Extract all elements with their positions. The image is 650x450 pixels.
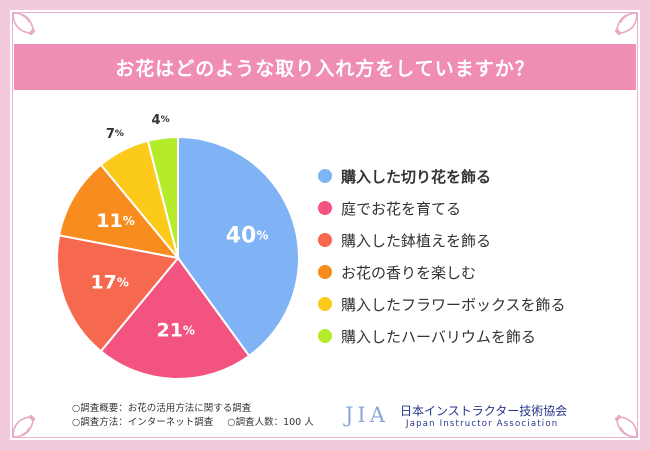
jia-logo-mark: JIA [345, 403, 389, 427]
title-band: お花はどのような取り入れ方をしていますか？ [14, 44, 636, 90]
slice-value-label: 4% [152, 113, 170, 128]
legend-item: 購入したフラワーボックスを飾る [318, 288, 566, 320]
legend-label: 購入したハーバリウムを飾る [341, 327, 536, 346]
legend-label: 庭でお花を育てる [341, 199, 462, 218]
legend-item: 購入したハーバリウムを飾る [318, 320, 566, 352]
legend-item: 庭でお花を育てる [318, 192, 566, 224]
org-name-english: Japan Instructor Association [406, 419, 559, 429]
legend-label: お花の香りを楽しむ [341, 263, 477, 282]
slice-value-label: 11% [96, 210, 134, 232]
corner-ornament-icon [615, 415, 638, 438]
slice-value-label: 7% [106, 127, 124, 142]
legend-color-dot [318, 297, 332, 311]
legend-color-dot [318, 201, 332, 215]
corner-ornament-icon [12, 415, 35, 438]
legend-item: 購入した鉢植えを飾る [318, 224, 566, 256]
pie-slice [146, 135, 179, 259]
legend-color-dot [318, 169, 332, 183]
legend-color-dot [318, 233, 332, 247]
survey-summary: ○調査概要：お花の活用方法に関する調査 [72, 403, 252, 414]
corner-ornament-icon [615, 12, 638, 35]
slice-value-label: 40% [226, 223, 269, 248]
pie-slice [99, 256, 251, 380]
chart-title: お花はどのような取り入れ方をしていますか？ [115, 57, 535, 80]
legend-color-dot [318, 265, 332, 279]
slice-value-label: 21% [156, 320, 194, 342]
org-name: 日本インストラクター技術協会 [400, 404, 568, 418]
chart-legend: 購入した切り花を飾る 庭でお花を育てる購入した鉢植えを飾る お花の香りを楽しむ購入し… [318, 160, 566, 352]
legend-item: お花の香りを楽しむ [318, 256, 566, 288]
survey-notes: ○調査概要：お花の活用方法に関する調査 ○調査方法：インターネット調査 ○調査人数… [72, 402, 314, 430]
corner-ornament-icon [12, 12, 35, 35]
legend-label: 購入した鉢植えを飾る [341, 231, 492, 250]
pie-slice [57, 163, 181, 260]
legend-label: 購入したフラワーボックスを飾る [341, 295, 566, 314]
legend-item: 購入した切り花を飾る [318, 160, 566, 192]
survey-count: ○調査人数：100 人 [227, 417, 314, 428]
survey-method: ○調査方法：インターネット調査 [72, 417, 214, 428]
pie-slice [177, 135, 300, 358]
legend-color-dot [318, 329, 332, 343]
slice-value-label: 17% [90, 272, 128, 294]
legend-label: 購入した切り花を飾る [341, 167, 492, 186]
pie-slice [56, 234, 180, 353]
